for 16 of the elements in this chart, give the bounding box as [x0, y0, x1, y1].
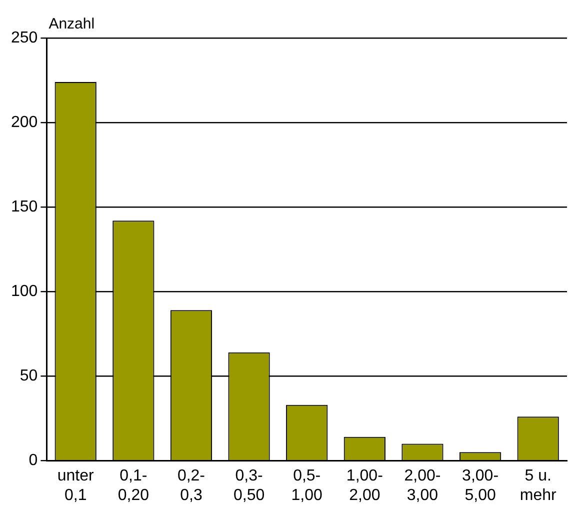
y-axis-title: Anzahl	[48, 16, 95, 33]
y-tick-label: 50	[20, 367, 38, 384]
y-tick-label: 250	[10, 29, 38, 46]
y-tick-label: 0	[28, 452, 38, 470]
x-tick-label: unter 0,1	[57, 468, 95, 504]
x-tick-label: 0,2- 0,3	[177, 468, 206, 504]
x-tick-label: 0,1- 0,20	[118, 468, 150, 504]
y-tick-label: 200	[10, 114, 38, 131]
x-tick-label: 1,00- 2,00	[346, 468, 383, 504]
x-tick-label: 3,00- 5,00	[462, 468, 499, 504]
x-tick-label: 2,00- 3,00	[404, 468, 441, 504]
y-tick-label: 150	[10, 198, 38, 216]
y-tick-label: 100	[10, 282, 38, 300]
x-tick-label: 0,3- 0,50	[233, 468, 265, 504]
x-tick-label: 5 u. mehr	[520, 468, 557, 504]
x-tick-label: 0,5- 1,00	[291, 468, 323, 504]
